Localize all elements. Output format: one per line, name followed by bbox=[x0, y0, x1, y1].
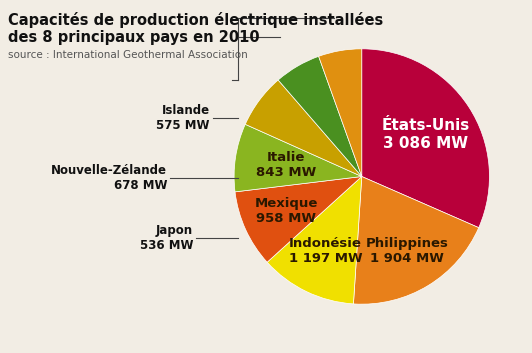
Text: des 8 principaux pays en 2010: des 8 principaux pays en 2010 bbox=[8, 30, 260, 45]
Text: Philippines
1 904 MW: Philippines 1 904 MW bbox=[365, 237, 448, 265]
Wedge shape bbox=[319, 49, 362, 176]
Wedge shape bbox=[362, 49, 489, 228]
Wedge shape bbox=[234, 124, 362, 192]
Text: États-Unis
3 086 MW: États-Unis 3 086 MW bbox=[382, 118, 470, 151]
Text: Italie
843 MW: Italie 843 MW bbox=[256, 151, 316, 179]
Wedge shape bbox=[245, 80, 362, 176]
Text: Islande
575 MW: Islande 575 MW bbox=[156, 104, 210, 132]
Wedge shape bbox=[235, 176, 362, 262]
Text: Nouvelle-Zélande
678 MW: Nouvelle-Zélande 678 MW bbox=[51, 164, 167, 192]
Text: Japon
536 MW: Japon 536 MW bbox=[139, 224, 193, 252]
Wedge shape bbox=[353, 176, 479, 304]
Text: Capacités de production électrique installées: Capacités de production électrique insta… bbox=[8, 12, 383, 28]
Text: Indonésie
1 197 MW: Indonésie 1 197 MW bbox=[289, 237, 362, 265]
Text: source : International Geothermal Association: source : International Geothermal Associ… bbox=[8, 50, 248, 60]
Wedge shape bbox=[267, 176, 362, 304]
Text: Mexique
958 MW: Mexique 958 MW bbox=[255, 197, 318, 225]
Wedge shape bbox=[278, 56, 362, 176]
